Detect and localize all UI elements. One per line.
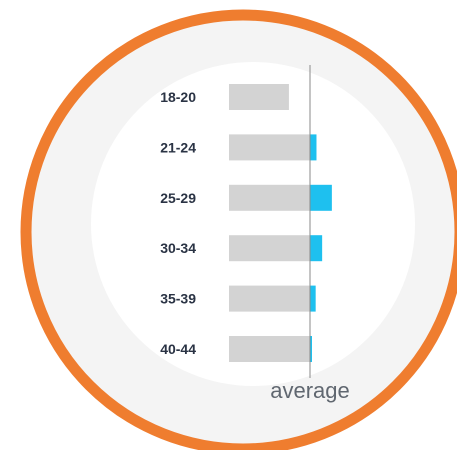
category-label-35-39: 35-39 (160, 291, 196, 307)
category-label-30-34: 30-34 (160, 240, 196, 256)
category-label-25-29: 25-29 (160, 190, 196, 206)
bar-18-20 (229, 84, 289, 110)
bar-35-39 (229, 285, 310, 312)
bar-delta-35-39 (310, 285, 316, 312)
inner-panel-circle (91, 62, 415, 386)
bar-30-34 (229, 235, 310, 262)
bar-delta-40-44 (310, 336, 312, 362)
bar-delta-25-29 (310, 184, 332, 211)
category-label-21-24: 21-24 (160, 139, 196, 155)
bar-40-44 (229, 336, 310, 362)
bars-layer (229, 84, 332, 362)
category-label-18-20: 18-20 (160, 89, 196, 105)
category-label-40-44: 40-44 (160, 341, 196, 357)
labels-layer: 18-20 21-24 25-29 30-34 35-39 40-44 (160, 89, 196, 357)
outer-ring (20, 9, 457, 450)
bar-21-24 (229, 134, 310, 161)
bar-delta-30-34 (310, 235, 323, 262)
bar-delta-21-24 (310, 134, 317, 161)
bar-25-29 (229, 184, 310, 211)
average-label: average (270, 378, 350, 403)
